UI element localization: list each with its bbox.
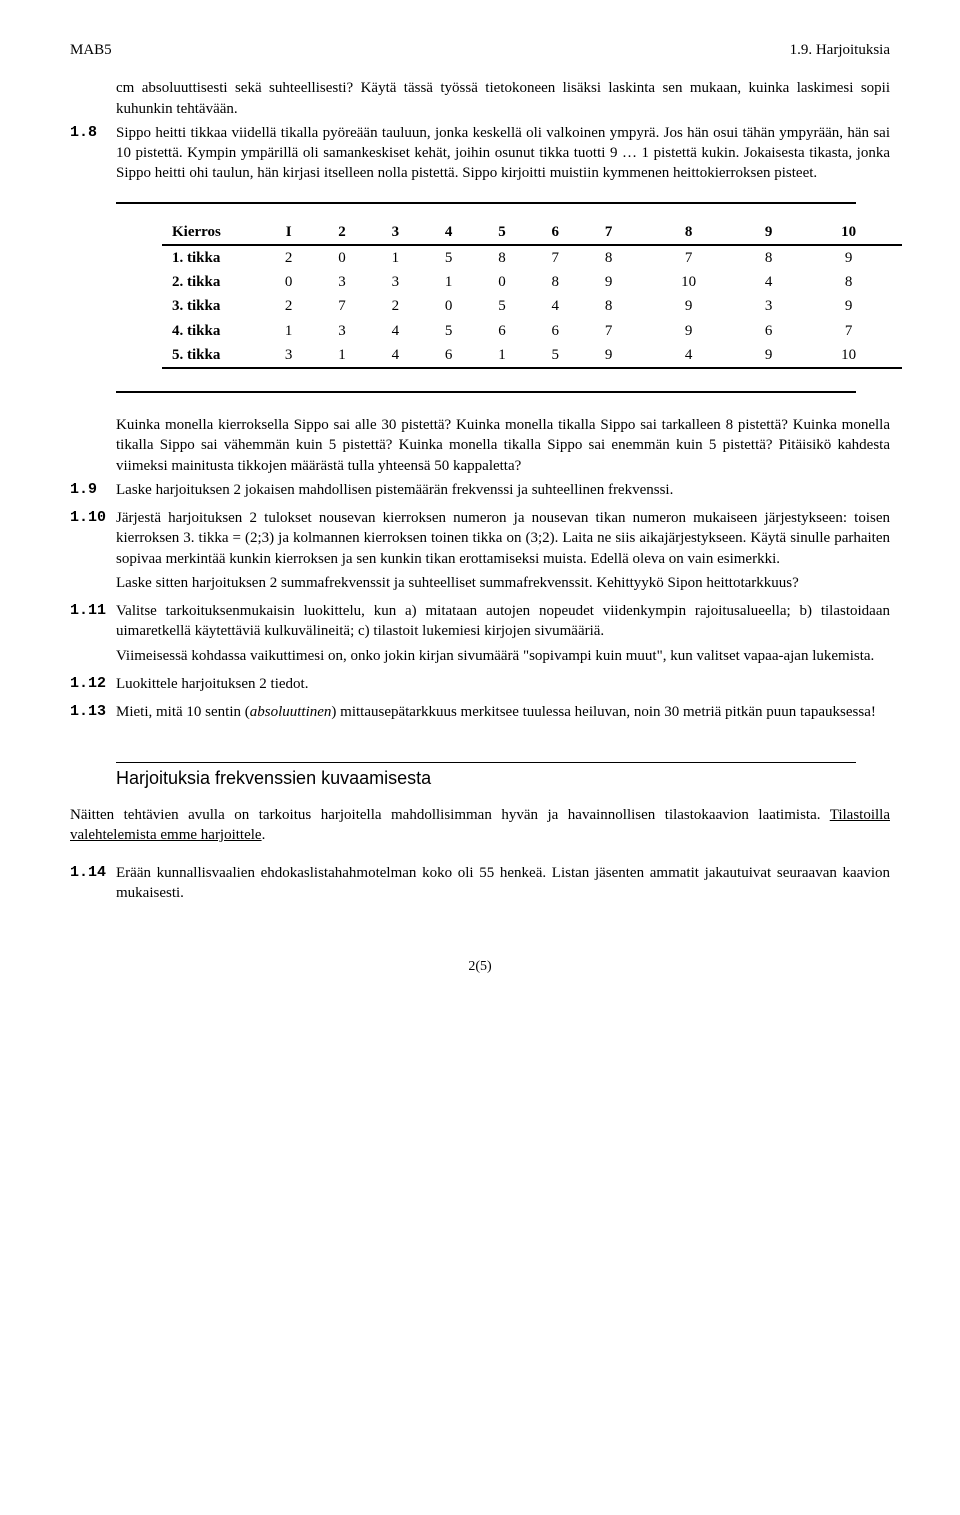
col-8: 8 [635, 220, 742, 245]
table-row: 1. tikka2015878789 [162, 245, 902, 270]
table-header-row: Kierros I 2 3 4 5 6 7 8 9 10 [162, 220, 902, 245]
row-label: 4. tikka [162, 319, 262, 343]
row-label: 1. tikka [162, 245, 262, 270]
table-row: 2. tikka03310891048 [162, 270, 902, 294]
col-9: 9 [742, 220, 795, 245]
exercise-1-8-body: Sippo heitti tikkaa viidellä tikalla pyö… [116, 123, 890, 188]
header-right: 1.9. Harjoituksia [790, 40, 890, 60]
lead-in-text: cm absoluuttisesti sekä suhteellisesti? … [116, 78, 890, 119]
exercise-1-8-text: Sippo heitti tikkaa viidellä tikalla pyö… [116, 123, 890, 184]
exercise-number-1-8: 1.8 [70, 123, 116, 143]
page-number: 2(5) [70, 958, 890, 977]
col-kierros: Kierros [162, 220, 262, 245]
exercise-number-1-11: 1.11 [70, 601, 116, 621]
table-row: 4. tikka1345667967 [162, 319, 902, 343]
header-left: MAB5 [70, 40, 112, 60]
exercise-1-9-text: Laske harjoituksen 2 jokaisen mahdollise… [116, 480, 890, 500]
exercise-number-1-14: 1.14 [70, 863, 116, 883]
col-2: 2 [315, 220, 368, 245]
col-1: I [262, 220, 315, 245]
exercise-number-1-12: 1.12 [70, 674, 116, 694]
row-label: 3. tikka [162, 294, 262, 318]
section-heading: Harjoituksia frekvenssien kuvaamisesta [116, 762, 856, 790]
exercise-number-1-13: 1.13 [70, 702, 116, 722]
score-table: Kierros I 2 3 4 5 6 7 8 9 10 1. tikka201… [162, 220, 902, 370]
section-intro: Näitten tehtävien avulla on tarkoitus ha… [70, 805, 890, 846]
col-6: 6 [529, 220, 582, 245]
row-label: 2. tikka [162, 270, 262, 294]
col-10: 10 [795, 220, 902, 245]
exercise-1-10-p2: Laske sitten harjoituksen 2 summafrekven… [116, 573, 890, 593]
exercise-1-12-text: Luokittele harjoituksen 2 tiedot. [116, 674, 890, 694]
italic-word: absoluuttinen [250, 704, 332, 720]
table-row: 5. tikka31461594910 [162, 343, 902, 368]
table-row: 3. tikka2720548939 [162, 294, 902, 318]
exercise-1-11-p1: Valitse tarkoituksenmukaisin luokittelu,… [116, 601, 890, 642]
col-3: 3 [369, 220, 422, 245]
exercise-1-11-p2: Viimeisessä kohdassa vaikuttimesi on, on… [116, 646, 890, 666]
exercise-1-13-text: Mieti, mitä 10 sentin (absoluuttinen) mi… [116, 702, 890, 722]
col-5: 5 [475, 220, 528, 245]
exercise-number-1-9: 1.9 [70, 480, 116, 500]
exercise-1-14-text: Erään kunnallisvaalien ehdokaslistahahmo… [116, 863, 890, 904]
exercise-number-1-10: 1.10 [70, 508, 116, 528]
exercise-1-10-p1: Järjestä harjoituksen 2 tulokset nouseva… [116, 508, 890, 569]
col-7: 7 [582, 220, 635, 245]
row-label: 5. tikka [162, 343, 262, 368]
exercise-1-8-followup: Kuinka monella kierroksella Sippo sai al… [116, 415, 890, 476]
score-table-container: Kierros I 2 3 4 5 6 7 8 9 10 1. tikka201… [116, 202, 856, 394]
col-4: 4 [422, 220, 475, 245]
